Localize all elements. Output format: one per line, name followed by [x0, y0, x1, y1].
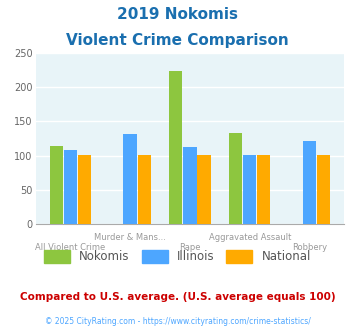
Text: © 2025 CityRating.com - https://www.cityrating.com/crime-statistics/: © 2025 CityRating.com - https://www.city… [45, 317, 310, 326]
Bar [183, 147, 197, 224]
Bar [169, 71, 182, 224]
Bar [64, 149, 77, 224]
Text: Robbery: Robbery [292, 243, 327, 251]
Text: Aggravated Assault: Aggravated Assault [209, 233, 291, 242]
Bar [243, 155, 256, 224]
Bar [257, 155, 271, 224]
Bar [303, 141, 316, 224]
Bar [229, 133, 242, 224]
Text: Murder & Mans...: Murder & Mans... [94, 233, 166, 242]
Bar [137, 155, 151, 224]
Text: All Violent Crime: All Violent Crime [35, 243, 105, 251]
Text: Compared to U.S. average. (U.S. average equals 100): Compared to U.S. average. (U.S. average … [20, 292, 335, 302]
Text: 2019 Nokomis: 2019 Nokomis [117, 7, 238, 21]
Bar [78, 155, 91, 224]
Bar [50, 146, 63, 224]
Bar [197, 155, 211, 224]
Text: Violent Crime Comparison: Violent Crime Comparison [66, 33, 289, 48]
Bar [124, 135, 137, 224]
Text: Rape: Rape [179, 243, 201, 251]
Bar [317, 155, 330, 224]
Legend: Nokomis, Illinois, National: Nokomis, Illinois, National [39, 245, 316, 268]
